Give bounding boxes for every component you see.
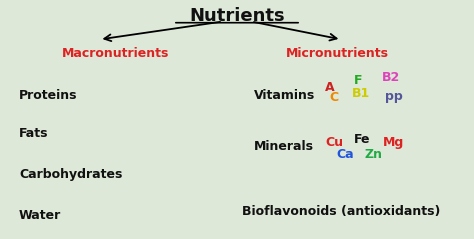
Text: B1: B1 (352, 87, 370, 100)
Text: Cu: Cu (325, 136, 343, 149)
Text: Ca: Ca (336, 148, 354, 161)
Text: F: F (354, 74, 362, 87)
Text: Water: Water (19, 209, 61, 222)
Text: C: C (329, 92, 339, 104)
Text: Carbohydrates: Carbohydrates (19, 168, 122, 181)
Text: Nutrients: Nutrients (189, 6, 285, 25)
Text: Proteins: Proteins (19, 89, 77, 102)
Text: Micronutrients: Micronutrients (286, 47, 389, 60)
Text: Bioflavonoids (antioxidants): Bioflavonoids (antioxidants) (242, 205, 440, 218)
Text: Fats: Fats (19, 127, 48, 140)
Text: Zn: Zn (365, 148, 383, 161)
Text: Macronutrients: Macronutrients (62, 47, 169, 60)
Text: A: A (325, 81, 334, 94)
Text: Minerals: Minerals (254, 141, 314, 153)
Text: Fe: Fe (355, 133, 371, 146)
Text: B2: B2 (382, 71, 400, 84)
Text: Mg: Mg (383, 136, 404, 149)
Text: pp: pp (384, 90, 402, 103)
Text: Vitamins: Vitamins (254, 89, 315, 102)
